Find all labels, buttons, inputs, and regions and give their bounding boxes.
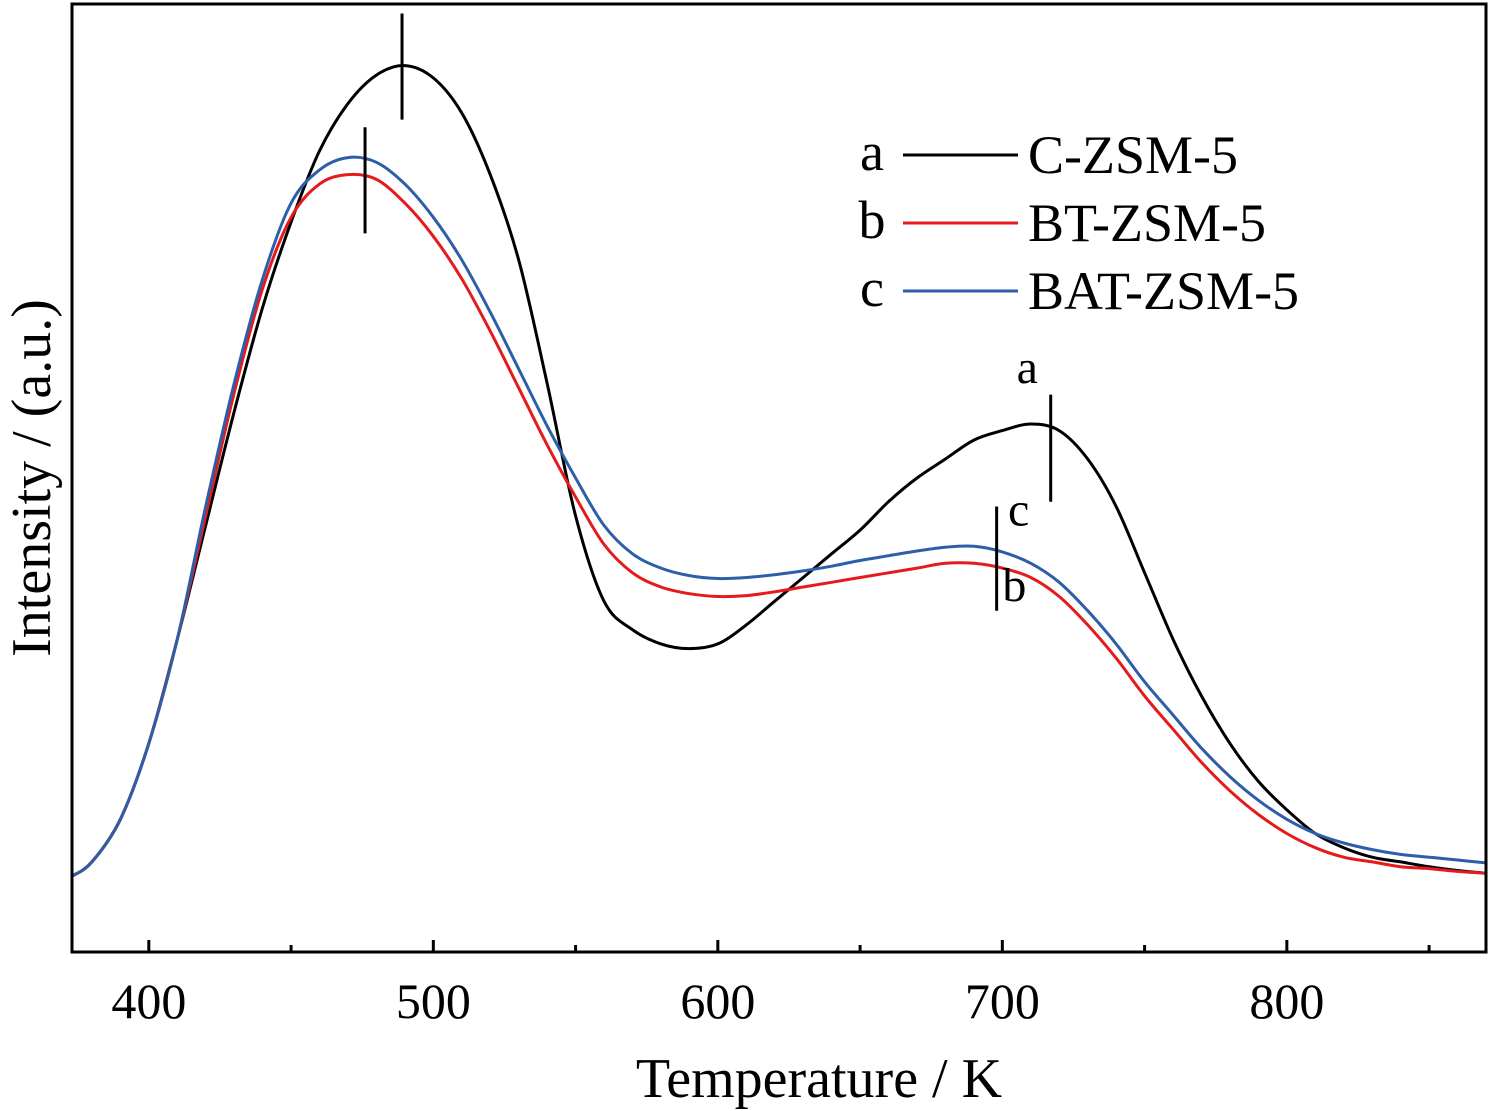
legend-label-b: BT-ZSM-5 xyxy=(1028,193,1266,253)
x-tick-label: 800 xyxy=(1249,973,1324,1029)
plot-frame xyxy=(70,2,1488,954)
tick-layer: 400 500 600 700 800 xyxy=(111,940,1431,1029)
legend: a C-ZSM-5 b BT-ZSM-5 c BAT-ZSM-5 xyxy=(859,122,1300,321)
legend-key-a: a xyxy=(860,122,884,182)
series-line-a xyxy=(71,64,1487,878)
legend-key-b: b xyxy=(859,190,886,250)
x-tick-label: 600 xyxy=(680,973,755,1029)
legend-label-a: C-ZSM-5 xyxy=(1028,125,1238,185)
series-layer xyxy=(71,64,1487,878)
y-axis-title: Intensity / (a.u.) xyxy=(1,299,63,657)
series-line-c xyxy=(71,155,1487,878)
curve-annotation-c: c xyxy=(1008,483,1029,536)
x-tick-label: 400 xyxy=(111,973,186,1029)
legend-key-c: c xyxy=(860,258,884,318)
series-line-b xyxy=(71,172,1487,878)
legend-label-c: BAT-ZSM-5 xyxy=(1028,261,1299,321)
curve-annotation-b: b xyxy=(1002,559,1026,612)
peak-marker-layer xyxy=(363,13,1053,611)
curve-annotation-a: a xyxy=(1017,341,1038,394)
x-tick-label: 500 xyxy=(396,973,471,1029)
annotation-layer: a cb xyxy=(1002,341,1038,612)
x-axis-title: Temperature / K xyxy=(636,1048,1002,1110)
x-tick-label: 700 xyxy=(965,973,1040,1029)
